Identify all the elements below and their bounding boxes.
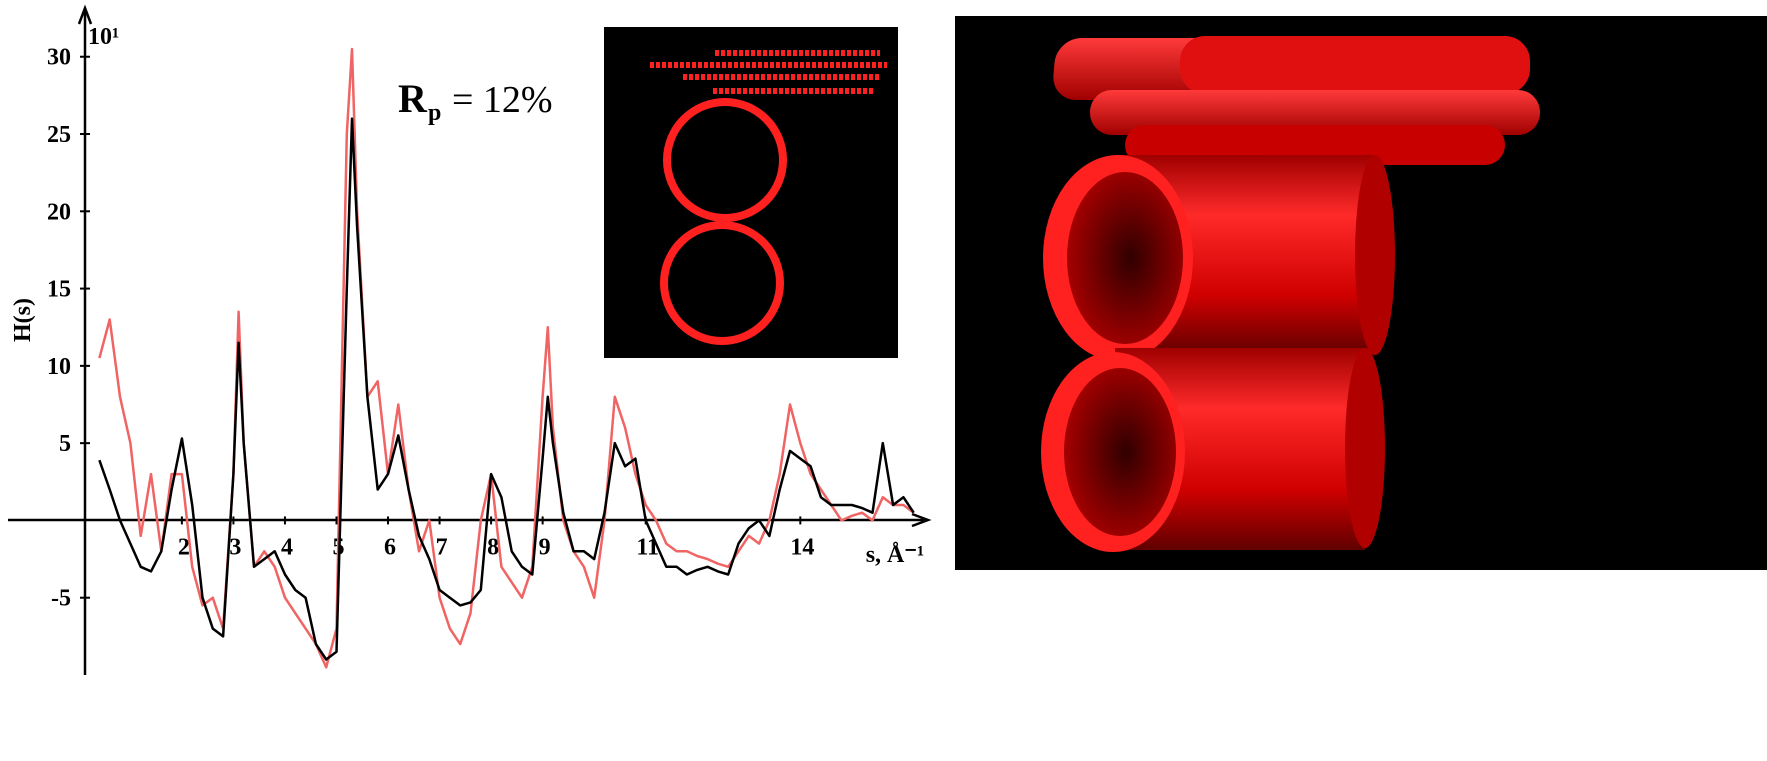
x-tick-label: 7 (436, 534, 448, 560)
page: {"chart_data": {"type": "line", "y_label… (0, 0, 1767, 761)
y-multiplier: 10¹ (88, 24, 119, 50)
x-tick-label: 3 (229, 534, 241, 560)
annotation-symbol: R (398, 76, 428, 121)
x-tick-label: 4 (281, 534, 293, 560)
x-tick-label: 6 (384, 534, 396, 560)
figure: 10¹ H(s) s, Å⁻¹ R p = 12% -5510152025302… (0, 0, 1767, 761)
y-tick-label: 15 (47, 277, 71, 303)
annotation-text: = 12% (452, 79, 553, 121)
y-tick-label: 10 (47, 354, 71, 380)
y-tick-label: 20 (47, 199, 71, 225)
x-tick-label: 9 (539, 534, 551, 560)
y-tick-label: 25 (47, 122, 71, 148)
y-tick-label: -5 (51, 586, 71, 612)
annotation-subscript: p (428, 100, 441, 126)
x-axis-label: s, Å⁻¹ (866, 542, 925, 568)
model-image (955, 16, 1767, 570)
y-tick-label: 30 (47, 45, 71, 71)
y-tick-label: 5 (59, 431, 71, 457)
inset-image (604, 27, 898, 358)
x-tick-label: 11 (636, 534, 659, 560)
x-tick-label: 14 (790, 534, 814, 560)
y-axis-label: H(s) (10, 298, 36, 342)
